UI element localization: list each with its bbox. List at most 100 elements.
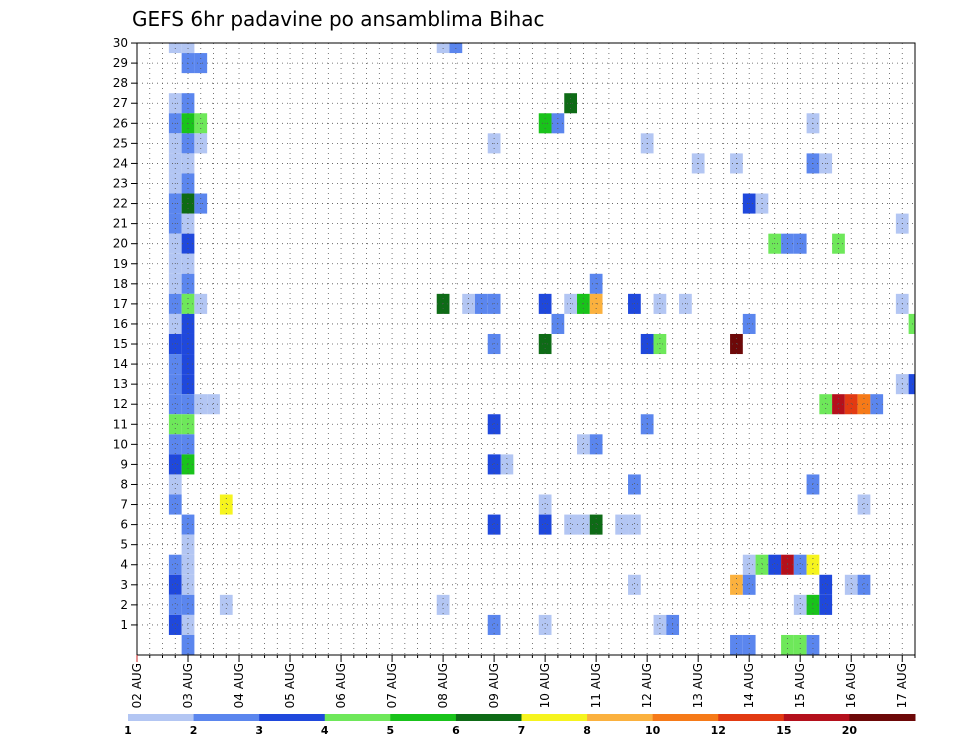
x-tick-label: 13 AUG bbox=[691, 663, 705, 708]
y-tick-label: 15 bbox=[113, 337, 128, 351]
colorbar-label: 3 bbox=[255, 724, 263, 737]
heatmap-cell bbox=[168, 414, 182, 435]
heatmap-cell bbox=[487, 514, 501, 535]
heatmap-cell bbox=[181, 434, 195, 455]
x-tick-label: 04 AUG bbox=[232, 663, 246, 708]
colorbar-swatch bbox=[521, 714, 588, 721]
heatmap-cell bbox=[168, 454, 182, 475]
x-tick-label: 16 AUG bbox=[844, 663, 858, 708]
heatmap-cell bbox=[538, 514, 552, 535]
heatmap-cell bbox=[181, 634, 195, 655]
heatmap-cell bbox=[168, 494, 182, 515]
colorbar-label: 4 bbox=[321, 724, 329, 737]
x-tick-label: 06 AUG bbox=[334, 663, 348, 708]
heatmap-cell bbox=[168, 374, 182, 395]
x-tick-label: 14 AUG bbox=[742, 663, 756, 708]
y-tick-label: 7 bbox=[120, 498, 128, 512]
colorbar-swatch bbox=[587, 714, 654, 721]
heatmap-cell bbox=[487, 414, 501, 435]
colorbar-swatch bbox=[718, 714, 785, 721]
x-tick-label: 10 AUG bbox=[538, 663, 552, 708]
y-tick-label: 26 bbox=[113, 116, 128, 130]
heatmap-cell bbox=[487, 614, 501, 635]
colorbar-swatch bbox=[193, 714, 260, 721]
heatmap-cell bbox=[755, 554, 769, 575]
heatmap-cell bbox=[742, 554, 756, 575]
y-tick-label: 28 bbox=[113, 76, 128, 90]
y-tick-label: 3 bbox=[120, 578, 128, 592]
heatmap-cell bbox=[577, 514, 590, 535]
colorbar-label: 12 bbox=[711, 724, 726, 737]
heatmap-cell bbox=[181, 594, 195, 615]
heatmap-cell bbox=[793, 554, 807, 575]
y-tick-label: 10 bbox=[113, 437, 128, 451]
heatmap-cell bbox=[628, 574, 641, 595]
y-tick-label: 16 bbox=[113, 317, 128, 331]
x-tick-label: 15 AUG bbox=[793, 663, 807, 708]
heatmap-cell bbox=[168, 354, 182, 375]
x-tick-label: 11 AUG bbox=[589, 663, 603, 708]
colorbar-swatch bbox=[259, 714, 326, 721]
y-tick-label: 1 bbox=[120, 618, 128, 632]
heatmap-cell bbox=[181, 414, 195, 435]
chart-title: GEFS 6hr padavine po ansamblima Bihac bbox=[132, 7, 544, 31]
heatmap-cell bbox=[781, 634, 794, 655]
heatmap-cell bbox=[181, 554, 195, 575]
colorbar-label: 6 bbox=[452, 724, 460, 737]
colorbar-swatch bbox=[455, 714, 522, 721]
heatmap-cell bbox=[857, 494, 871, 515]
heatmap-cell bbox=[181, 354, 195, 375]
y-tick-label: 2 bbox=[120, 598, 128, 612]
heatmap-cell bbox=[181, 514, 195, 535]
heatmap-cell bbox=[487, 454, 501, 475]
heatmap-cell bbox=[538, 614, 552, 635]
heatmap-cell bbox=[628, 514, 641, 535]
heatmap-cell bbox=[730, 333, 743, 355]
y-tick-label: 13 bbox=[113, 377, 128, 391]
heatmap-cell bbox=[487, 333, 501, 355]
y-tick-label: 8 bbox=[120, 477, 128, 491]
y-tick-label: 30 bbox=[113, 36, 128, 50]
colorbar-swatch bbox=[324, 714, 391, 721]
heatmap-cell bbox=[181, 574, 195, 595]
heatmap-cell bbox=[589, 434, 603, 455]
heatmap-cell bbox=[793, 594, 807, 615]
heatmap-cell bbox=[194, 394, 208, 415]
colorbar-label: 20 bbox=[842, 724, 858, 737]
heatmap-cell bbox=[768, 554, 782, 575]
heatmap-cell bbox=[857, 574, 871, 595]
y-tick-label: 9 bbox=[120, 457, 128, 471]
x-tick-label: 02 AUG bbox=[130, 663, 144, 708]
colorbar-swatch bbox=[390, 714, 457, 721]
colorbar-label: 1 bbox=[124, 724, 132, 737]
heatmap-cell bbox=[168, 434, 182, 455]
y-tick-label: 20 bbox=[113, 237, 128, 251]
colorbar-label: 2 bbox=[190, 724, 198, 737]
heatmap-cell bbox=[168, 574, 182, 595]
x-tick-label: 07 AUG bbox=[385, 663, 399, 708]
heatmap-cell bbox=[168, 614, 182, 635]
y-tick-label: 29 bbox=[113, 56, 128, 70]
heatmap-cell bbox=[564, 514, 578, 535]
heatmap-cell bbox=[844, 574, 858, 595]
colorbar-swatch bbox=[128, 714, 195, 721]
heatmap-cell bbox=[168, 554, 182, 575]
heatmap-cell bbox=[615, 514, 629, 535]
y-tick-label: 11 bbox=[113, 417, 128, 431]
y-tick-label: 24 bbox=[113, 156, 128, 170]
heatmap-cell bbox=[181, 374, 195, 395]
colorbar-label: 7 bbox=[518, 724, 526, 737]
y-tick-label: 6 bbox=[120, 518, 128, 532]
heatmap-cell bbox=[819, 394, 833, 415]
heatmap-cell bbox=[857, 394, 871, 415]
heatmap-cell bbox=[870, 394, 884, 415]
heatmap-cell bbox=[806, 634, 820, 655]
heatmap-cell bbox=[844, 394, 858, 415]
y-tick-label: 19 bbox=[113, 257, 128, 271]
colorbar-label: 8 bbox=[583, 724, 591, 737]
y-tick-label: 18 bbox=[113, 277, 128, 291]
y-tick-label: 4 bbox=[120, 558, 128, 572]
heatmap-cell bbox=[219, 594, 233, 615]
heatmap-cell bbox=[181, 333, 195, 355]
